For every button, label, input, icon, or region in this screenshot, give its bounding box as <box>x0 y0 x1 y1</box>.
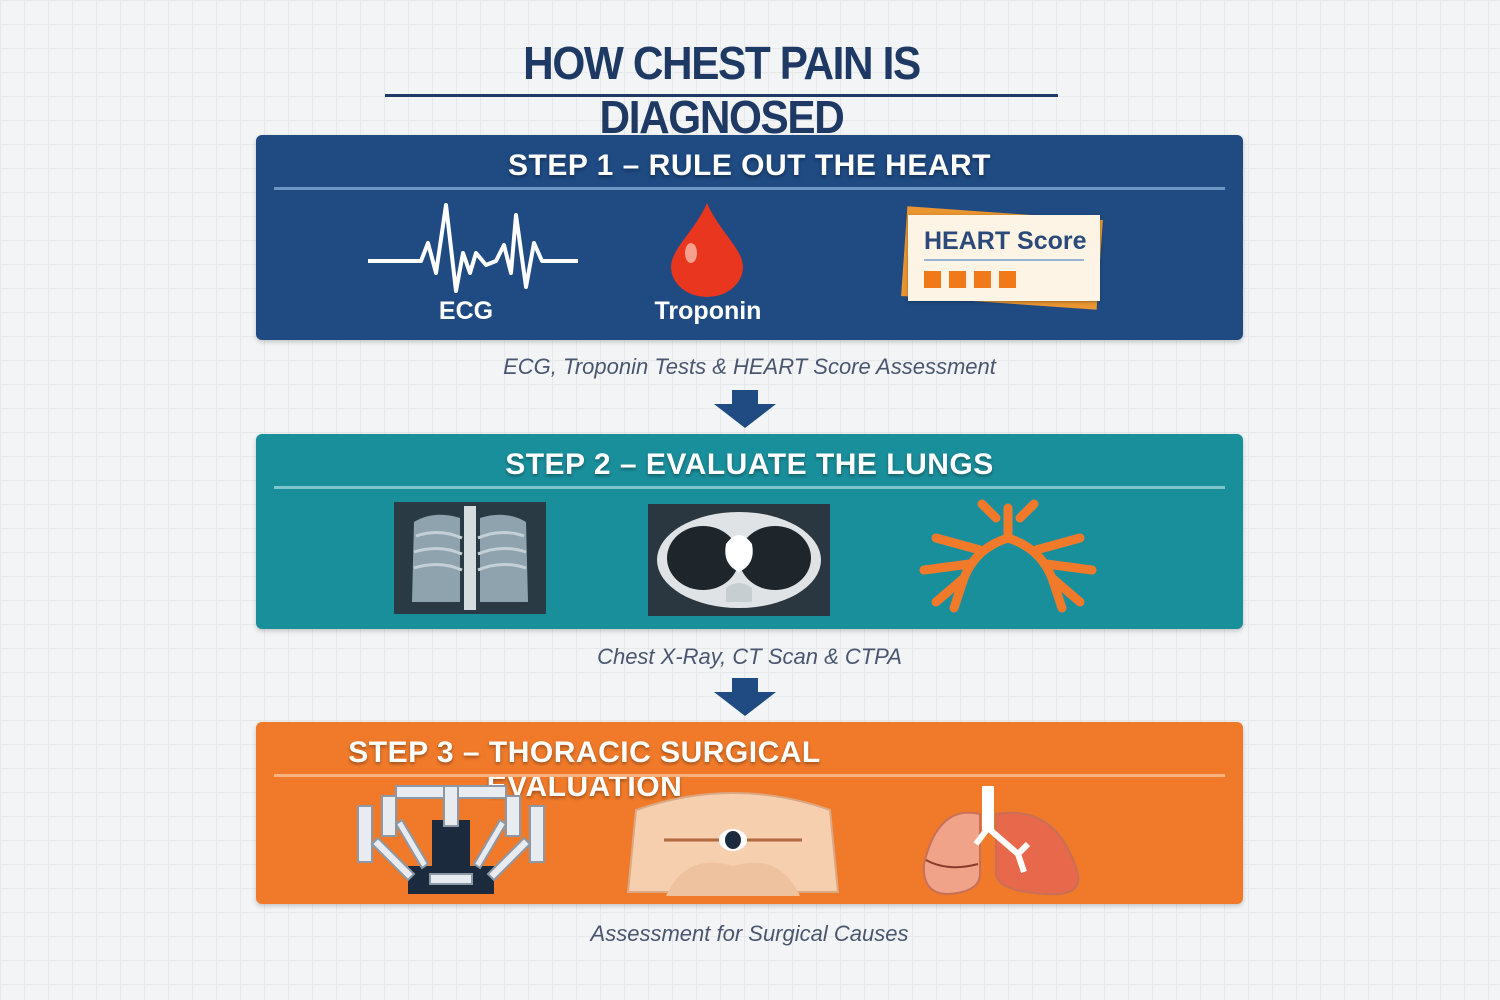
step-2-caption: Chest X-Ray, CT Scan & CTPA <box>597 644 902 669</box>
ct-scan-icon <box>648 504 830 616</box>
troponin-label: Troponin <box>654 297 762 325</box>
page-title: HOW CHEST PAIN IS DIAGNOSED <box>523 37 921 143</box>
step-1-panel: STEP 1 – RULE OUT THE HEART ECG Troponin… <box>256 135 1243 340</box>
step-2-panel: STEP 2 – EVALUATE THE LUNGS <box>256 434 1243 629</box>
score-card-icon: HEART Score <box>901 206 1103 310</box>
title-underline <box>385 94 1058 97</box>
blood-drop-icon <box>671 203 743 297</box>
divider <box>274 774 1225 777</box>
chest-incision-icon <box>626 792 840 896</box>
lungs-icon <box>922 786 1080 896</box>
pulmonary-arteries-icon <box>919 499 1097 613</box>
step-3-heading: STEP 3 – THORACIC SURGICAL EVALUATION <box>348 736 821 803</box>
divider <box>274 187 1225 190</box>
arrow-down-icon <box>714 390 776 428</box>
divider <box>274 486 1225 489</box>
surgical-robot-icon <box>357 785 545 894</box>
arrow-down-icon <box>714 678 776 716</box>
ecg-label: ECG <box>438 297 494 325</box>
step-1-caption: ECG, Troponin Tests & HEART Score Assess… <box>503 354 996 379</box>
step-2-heading: STEP 2 – EVALUATE THE LUNGS <box>505 448 994 481</box>
step-1-heading: STEP 1 – RULE OUT THE HEART <box>507 149 991 182</box>
step-3-caption: Assessment for Surgical Causes <box>590 921 909 946</box>
ecg-icon <box>368 203 578 293</box>
heart-score-label: HEART Score <box>924 227 1087 255</box>
chest-xray-icon <box>394 502 546 614</box>
step-3-panel: STEP 3 – THORACIC SURGICAL EVALUATION <box>256 722 1243 904</box>
